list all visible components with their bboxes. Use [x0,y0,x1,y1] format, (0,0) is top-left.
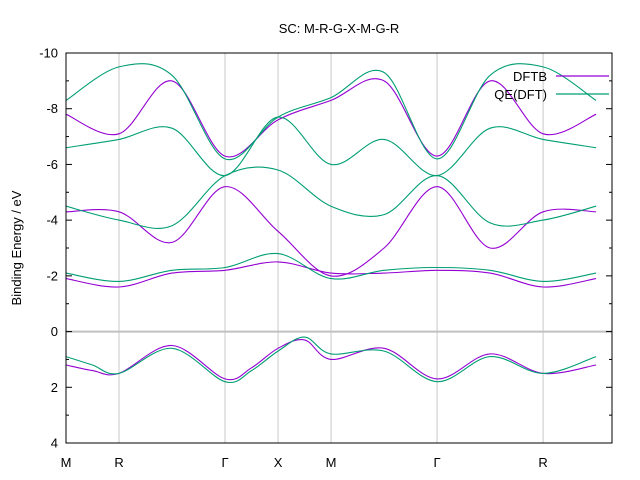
grid-lines [118,53,544,443]
legend-label: QE(DFT) [494,87,547,102]
band-line-qe-dft-4 [66,63,597,161]
y-tick-label: 0 [51,324,58,339]
x-tick-label: R [114,455,123,470]
y-tick-label: -2 [46,268,58,283]
x-tick-label: M [61,455,72,470]
band-line-qe-dft-2 [66,166,597,229]
band-line-dftb-1 [66,261,597,288]
x-tick-label: R [538,455,547,470]
legend: DFTB QE(DFT) [494,69,609,102]
band-line-qe-dft-3 [66,116,597,177]
y-tick-label: -6 [46,157,58,172]
legend-label: DFTB [513,69,547,84]
series-qe-dft [66,63,597,384]
x-tick-label: M [326,455,337,470]
y-tick-label: 4 [51,436,58,451]
plot-frame [65,52,613,444]
x-tick-label: Γ [433,455,440,470]
band-line-qe-dft-0 [66,336,597,384]
y-tick-label: -4 [46,213,58,228]
y-tick-label: -8 [46,101,58,116]
y-tick-label: 2 [51,380,58,395]
y-tick-label: -10 [39,46,58,61]
chart-title: SC: M-R-G-X-M-G-R [279,21,400,36]
band-line-dftb-2 [66,186,597,277]
series-lines [66,63,597,384]
band-line-qe-dft-1 [66,252,597,282]
x-tick-label: X [274,455,283,470]
x-tick-label: Γ [221,455,228,470]
y-axis-label: Binding Energy / eV [9,190,24,305]
band-line-dftb-3 [66,78,597,158]
